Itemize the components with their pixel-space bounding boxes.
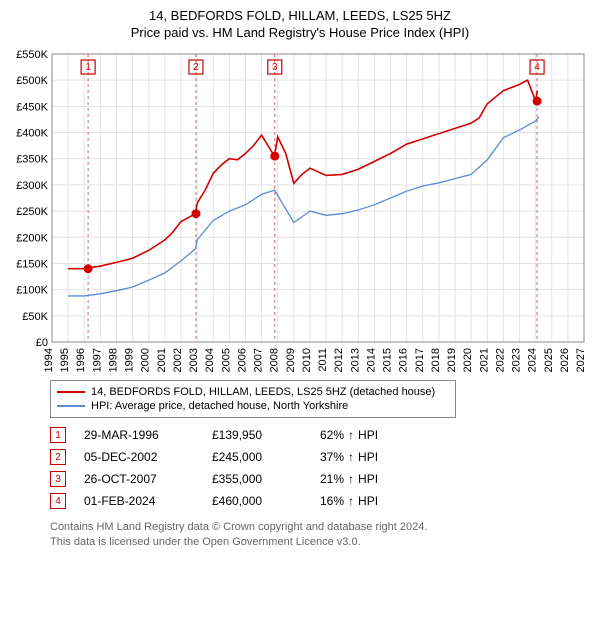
svg-text:2021: 2021: [478, 348, 490, 372]
svg-text:2008: 2008: [269, 348, 281, 372]
event-price: £460,000: [212, 494, 302, 508]
svg-text:2013: 2013: [349, 348, 361, 372]
legend-color-swatch: [57, 391, 85, 393]
svg-text:2018: 2018: [430, 348, 442, 372]
svg-text:1: 1: [85, 62, 91, 73]
legend-label: HPI: Average price, detached house, Nort…: [91, 400, 348, 412]
svg-text:2010: 2010: [301, 348, 313, 372]
event-hpi: 37% ↑ HPI: [320, 450, 378, 464]
svg-text:2007: 2007: [253, 348, 265, 372]
legend-color-swatch: [57, 405, 85, 407]
chart-svg: £0 £50K £100K £150K £200K £250K £300K £350K £400…: [8, 46, 592, 374]
svg-text:2: 2: [193, 62, 199, 73]
event-hpi: 62% ↑ HPI: [320, 428, 378, 442]
svg-text:2022: 2022: [494, 348, 506, 372]
event-hpi: 16% ↑ HPI: [320, 494, 378, 508]
svg-text:£300K: £300K: [16, 180, 48, 192]
svg-text:2012: 2012: [333, 348, 345, 372]
svg-text:2014: 2014: [365, 348, 377, 372]
event-date: 26-OCT-2007: [84, 472, 194, 486]
svg-text:2015: 2015: [382, 348, 394, 372]
svg-text:2025: 2025: [543, 348, 555, 372]
svg-text:£150K: £150K: [16, 258, 48, 270]
sale-event-row: 3 26-OCT-2007 £355,000 21% ↑ HPI: [50, 468, 592, 490]
event-price: £245,000: [212, 450, 302, 464]
page-title: 14, BEDFORDS FOLD, HILLAM, LEEDS, LS25 5…: [8, 8, 592, 23]
arrow-up-icon: ↑: [348, 472, 354, 486]
price-chart: £0 £50K £100K £150K £200K £250K £300K £350K £400…: [8, 46, 592, 374]
svg-text:2019: 2019: [446, 348, 458, 372]
sale-event-row: 2 05-DEC-2002 £245,000 37% ↑ HPI: [50, 446, 592, 468]
svg-text:2006: 2006: [236, 348, 248, 372]
svg-text:£250K: £250K: [16, 206, 48, 218]
svg-text:1996: 1996: [75, 348, 87, 372]
svg-text:3: 3: [272, 62, 278, 73]
event-price: £139,950: [212, 428, 302, 442]
legend-label: 14, BEDFORDS FOLD, HILLAM, LEEDS, LS25 5…: [91, 386, 435, 398]
event-date: 05-DEC-2002: [84, 450, 194, 464]
event-marker-4: 4: [50, 493, 66, 509]
svg-text:2001: 2001: [156, 348, 168, 372]
svg-text:2020: 2020: [462, 348, 474, 372]
svg-text:2009: 2009: [285, 348, 297, 372]
svg-text:4: 4: [534, 62, 540, 73]
svg-text:£350K: £350K: [16, 154, 48, 166]
svg-text:1999: 1999: [124, 348, 136, 372]
event-price: £355,000: [212, 472, 302, 486]
sale-events-table: 1 29-MAR-1996 £139,950 62% ↑ HPI 2 05-DEC-200…: [50, 424, 592, 512]
legend-item: HPI: Average price, detached house, Nort…: [57, 399, 449, 413]
svg-text:2017: 2017: [414, 348, 426, 372]
svg-text:£400K: £400K: [16, 128, 48, 140]
event-hpi: 21% ↑ HPI: [320, 472, 378, 486]
footer-line2: This data is licensed under the Open Gov…: [50, 535, 592, 550]
footer-line1: Contains HM Land Registry data © Crown c…: [50, 520, 592, 535]
svg-text:1994: 1994: [43, 348, 55, 372]
event-marker-2: 2: [50, 449, 66, 465]
sale-event-row: 1 29-MAR-1996 £139,950 62% ↑ HPI: [50, 424, 592, 446]
arrow-up-icon: ↑: [348, 428, 354, 442]
page-subtitle: Price paid vs. HM Land Registry's House …: [8, 25, 592, 40]
svg-text:2003: 2003: [188, 348, 200, 372]
svg-text:£200K: £200K: [16, 232, 48, 244]
svg-text:2002: 2002: [172, 348, 184, 372]
svg-text:1995: 1995: [59, 348, 71, 372]
svg-text:2027: 2027: [575, 348, 587, 372]
svg-text:2004: 2004: [204, 348, 216, 372]
svg-text:£450K: £450K: [16, 101, 48, 113]
svg-text:1998: 1998: [107, 348, 119, 372]
arrow-up-icon: ↑: [348, 450, 354, 464]
footer-attribution: Contains HM Land Registry data © Crown c…: [50, 520, 592, 550]
svg-text:£0: £0: [36, 337, 48, 349]
svg-text:£100K: £100K: [16, 285, 48, 297]
svg-text:2016: 2016: [398, 348, 410, 372]
sale-event-row: 4 01-FEB-2024 £460,000 16% ↑ HPI: [50, 490, 592, 512]
svg-text:1997: 1997: [91, 348, 103, 372]
svg-text:£50K: £50K: [22, 311, 48, 323]
chart-legend: 14, BEDFORDS FOLD, HILLAM, LEEDS, LS25 5…: [50, 380, 456, 418]
svg-text:2005: 2005: [220, 348, 232, 372]
event-date: 01-FEB-2024: [84, 494, 194, 508]
svg-text:2026: 2026: [559, 348, 571, 372]
event-marker-1: 1: [50, 427, 66, 443]
event-marker-3: 3: [50, 471, 66, 487]
svg-text:£550K: £550K: [16, 49, 48, 61]
legend-item: 14, BEDFORDS FOLD, HILLAM, LEEDS, LS25 5…: [57, 385, 449, 399]
svg-text:2023: 2023: [511, 348, 523, 372]
event-date: 29-MAR-1996: [84, 428, 194, 442]
arrow-up-icon: ↑: [348, 494, 354, 508]
svg-text:2011: 2011: [317, 348, 329, 372]
svg-text:2000: 2000: [140, 348, 152, 372]
svg-text:2024: 2024: [527, 348, 539, 372]
svg-text:£500K: £500K: [16, 75, 48, 87]
